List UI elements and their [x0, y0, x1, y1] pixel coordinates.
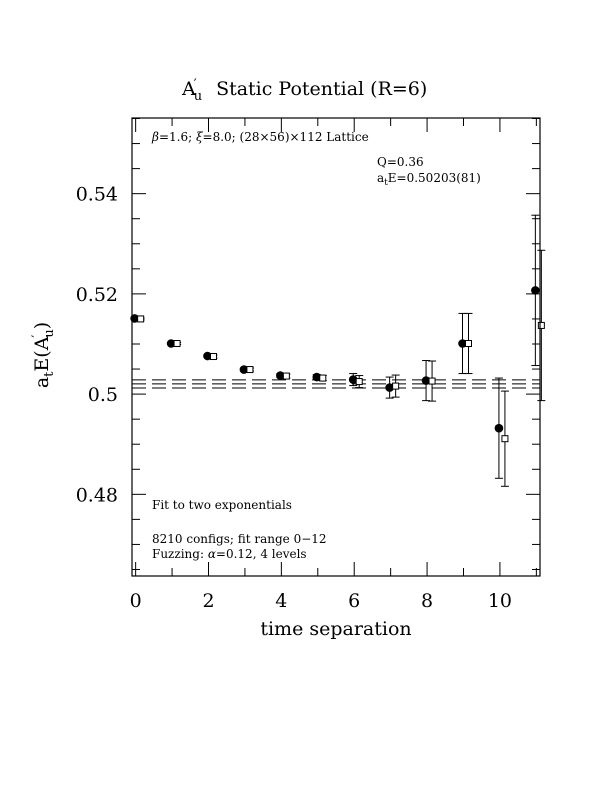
error-bars — [130, 214, 546, 487]
fuzzing-note: Fuzzing: α=0.12, 4 levels — [152, 547, 307, 561]
data-point-circle — [203, 351, 212, 361]
x-axis-title: time separation — [260, 618, 411, 640]
data-point-square — [501, 435, 509, 443]
data-point-circle — [421, 376, 431, 385]
data-point-circle — [458, 339, 467, 348]
q-value-note: Q=0.36 — [377, 155, 424, 169]
data-point-square — [428, 377, 436, 385]
fit-note: Fit to two exponentials — [152, 498, 292, 512]
title-prime: ′ — [194, 77, 197, 92]
data-point-square — [537, 321, 545, 329]
data-point-circle — [166, 339, 176, 348]
data-point-square — [282, 372, 290, 380]
data-point-circle — [239, 365, 249, 374]
data-point-circle — [494, 423, 504, 433]
data-point-circle — [531, 286, 540, 295]
fit-band — [132, 379, 540, 389]
data-point-circle — [348, 375, 358, 384]
axis-tick-labels: 0 2 4 6 8 10 0.48 0.5 0.52 0.54 — [76, 184, 512, 612]
data-point-square — [465, 339, 472, 347]
title-text: Static Potential (R=6) — [216, 78, 427, 100]
data-point-circle — [276, 371, 285, 380]
configs-note: 8210 configs; fit range 0−12 — [152, 532, 327, 546]
data-point-square — [319, 374, 327, 382]
data-point-square — [173, 339, 181, 347]
data-point-square — [210, 353, 217, 361]
title-symbol: A — [181, 78, 196, 100]
data-point-square — [246, 366, 254, 374]
y-axis-title: atE(A′u) — [30, 322, 57, 388]
y-tick-label: 0.54 — [76, 184, 118, 206]
x-tick-label: 2 — [202, 590, 214, 612]
data-point-square — [392, 382, 400, 390]
x-tick-label: 4 — [275, 590, 287, 612]
data-markers — [130, 286, 545, 443]
title-subscript: u — [194, 89, 202, 104]
x-tick-label: 6 — [348, 590, 360, 612]
y-tick-label: 0.48 — [76, 484, 118, 506]
data-point-square — [137, 315, 145, 323]
x-tick-label: 0 — [130, 590, 142, 612]
data-point-square — [355, 378, 363, 386]
data-point-circle — [385, 383, 394, 392]
y-tick-label: 0.52 — [76, 284, 118, 306]
chart-title: A′ u Static Potential (R=6) — [181, 77, 427, 104]
energy-note: atE=0.50203(81) — [377, 171, 481, 188]
plot-frame — [131, 117, 541, 577]
lattice-note: β=1.6; ξ=8.0; (28×56)×112 Lattice — [151, 130, 369, 144]
x-tick-label: 8 — [421, 590, 433, 612]
data-point-circle — [312, 372, 322, 382]
x-tick-label: 10 — [488, 590, 512, 612]
y-tick-label: 0.5 — [88, 384, 118, 406]
